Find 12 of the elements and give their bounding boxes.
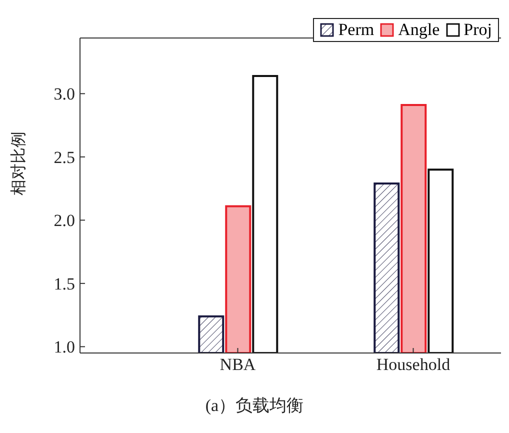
y-tick-label: 3.0 [54,84,75,104]
y-tick-label: 1.5 [54,274,75,294]
y-tick-label: 2.0 [54,211,75,230]
text: (a）负载均衡 [204,395,305,417]
legend-label: Angle [398,20,440,40]
y-axis-title: 相对比例 [10,132,28,196]
legend-label: Perm [338,20,374,40]
y-tick-label: 1.0 [54,338,75,357]
x-tick-label: Household [376,355,451,374]
y-tick-label: 2.5 [54,148,75,167]
legend-label: Proj [464,20,492,40]
x-tick-label: NBA [220,355,256,374]
